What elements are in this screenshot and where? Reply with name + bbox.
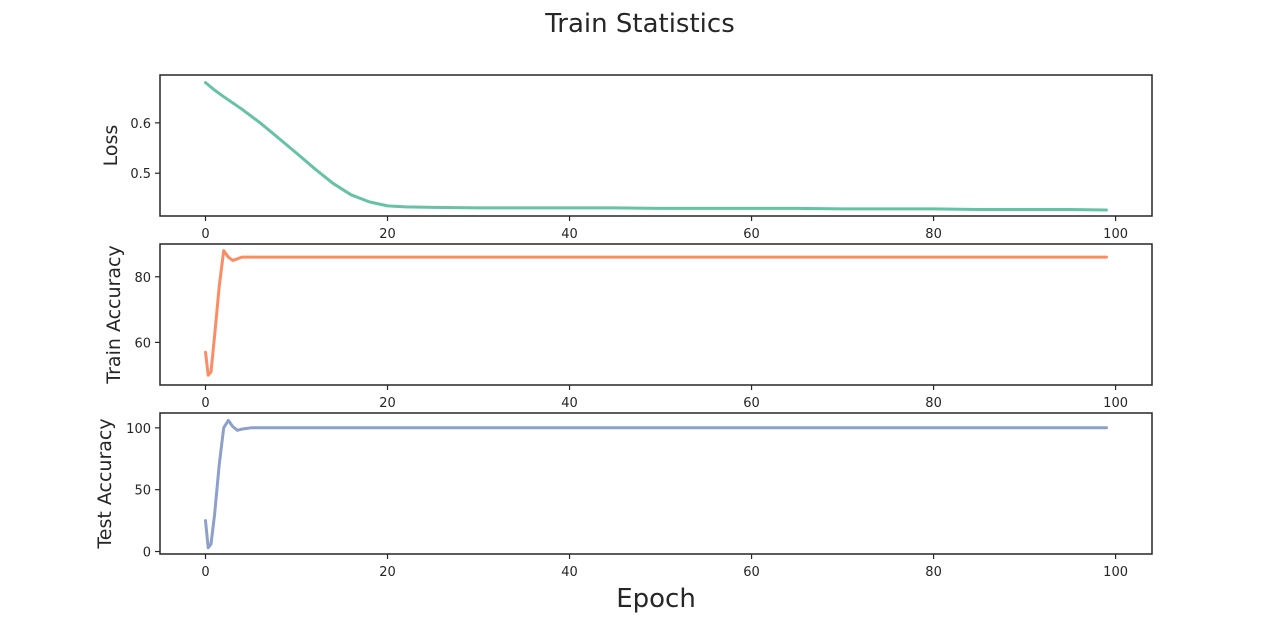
x-tick-label: 60 <box>743 227 760 242</box>
x-tick-label: 60 <box>743 396 760 411</box>
y-tick-label: 0.5 <box>130 167 151 182</box>
y-axis-label: Loss <box>100 125 122 167</box>
series-line-3-1 <box>204 418 1108 550</box>
series-line-2-1 <box>204 249 1108 377</box>
x-tick-label: 80 <box>925 565 942 580</box>
y-tick-label: 80 <box>134 271 151 286</box>
x-tick-label: 20 <box>379 396 396 411</box>
x-tick-label: 20 <box>379 565 396 580</box>
x-axis-label: Epoch <box>616 584 696 614</box>
x-tick-label: 100 <box>1103 396 1128 411</box>
y-axis-label: Test Accuracy <box>94 418 116 549</box>
x-tick-label: 80 <box>925 396 942 411</box>
x-tick-label: 100 <box>1103 227 1128 242</box>
series-line-1-1 <box>204 81 1108 212</box>
subplot-panels: 0 20 40 60 80 100 0.5 0.6 Loss 0 20 40 60 80 100 60 80 Tr… <box>94 74 1153 580</box>
y-tick-label: 60 <box>134 336 151 351</box>
subplot-2: 0 20 40 60 80 100 60 80 Train Accuracy <box>103 243 1153 411</box>
x-tick-label: 40 <box>561 565 578 580</box>
x-tick-label: 80 <box>925 227 942 242</box>
plot-frame-3 <box>159 412 1153 555</box>
plot-frame-2 <box>159 243 1153 386</box>
x-tick-label: 40 <box>561 227 578 242</box>
y-tick-label: 0 <box>143 546 151 561</box>
x-tick-label: 20 <box>379 227 396 242</box>
y-axis-label: Train Accuracy <box>103 245 125 384</box>
plot-frame-1 <box>159 74 1153 217</box>
figure-title: Train Statistics <box>544 9 735 39</box>
x-tick-label: 0 <box>201 227 209 242</box>
subplot-1: 0 20 40 60 80 100 0.5 0.6 Loss <box>100 74 1153 242</box>
y-tick-label: 100 <box>126 422 151 437</box>
x-tick-label: 40 <box>561 396 578 411</box>
y-tick-label: 50 <box>134 484 151 499</box>
y-tick-label: 0.6 <box>130 117 151 132</box>
x-tick-label: 100 <box>1103 565 1128 580</box>
subplot-3: 0 20 40 60 80 100 0 50 100 Test Accuracy <box>94 412 1153 580</box>
x-tick-label: 0 <box>201 396 209 411</box>
x-tick-label: 0 <box>201 565 209 580</box>
x-tick-label: 60 <box>743 565 760 580</box>
